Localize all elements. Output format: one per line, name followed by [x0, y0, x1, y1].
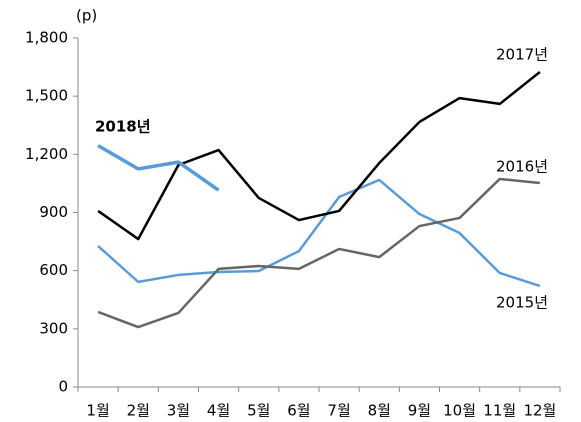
- x-tick-label: 9월: [408, 402, 431, 420]
- y-tick-label: 1,800: [25, 29, 68, 47]
- x-tick-label: 10월: [443, 402, 476, 420]
- series-label: 2016년: [496, 158, 548, 176]
- y-tick-label: 1,200: [25, 145, 68, 163]
- x-tick-label: 4월: [207, 402, 230, 420]
- y-tick-label: 0: [58, 378, 68, 396]
- x-tick-label: 2월: [127, 402, 150, 420]
- y-unit: (p): [76, 7, 97, 25]
- y-tick-label: 300: [39, 319, 68, 337]
- y-tick-label: 900: [39, 203, 68, 221]
- series-line: [97, 144, 220, 192]
- x-tick-label: 1월: [86, 402, 109, 420]
- series-label: 2018년: [95, 118, 151, 136]
- x-tick-label: 11월: [483, 402, 516, 420]
- series-line: [97, 70, 541, 241]
- x-tick-label: 6월: [287, 402, 310, 420]
- x-tick-label: 8월: [368, 402, 391, 420]
- x-tick-label: 5월: [247, 402, 270, 420]
- x-tick-label: 7월: [327, 402, 350, 420]
- series-line: [97, 178, 541, 288]
- x-tick-label: 12월: [523, 402, 556, 420]
- y-tick-label: 600: [39, 261, 68, 279]
- series-line: [97, 177, 541, 329]
- series-label: 2017년: [496, 46, 548, 64]
- y-tick-label: 1,500: [25, 87, 68, 105]
- x-tick-label: 3월: [167, 402, 190, 420]
- series-label: 2015년: [496, 294, 548, 312]
